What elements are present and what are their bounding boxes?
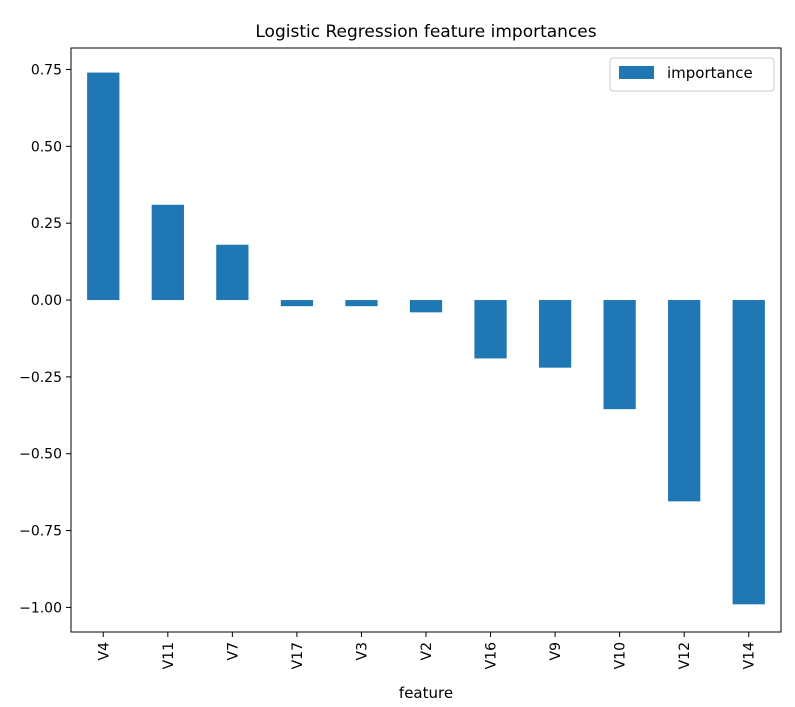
y-tick-label: −0.50 xyxy=(19,447,62,463)
y-tick-label: −0.25 xyxy=(19,370,62,386)
bar-v11 xyxy=(151,204,184,301)
y-tick-label: 0.25 xyxy=(31,216,62,232)
bar-v7 xyxy=(216,244,249,301)
x-axis: V4 V11 V7 V17 V3 V2 V16 V9 V10 V12 V14 xyxy=(96,632,758,669)
x-tick-label-v10: V10 xyxy=(613,642,629,669)
x-tick-label-v7: V7 xyxy=(225,642,241,660)
bar-v9 xyxy=(538,300,572,368)
bar-v17 xyxy=(280,300,314,307)
bar-v3 xyxy=(345,300,378,307)
x-tick-label-v17: V17 xyxy=(290,642,306,669)
y-tick-label: −1.00 xyxy=(19,600,62,616)
bar-v14 xyxy=(732,300,765,605)
x-tick-label-v16: V16 xyxy=(484,642,500,669)
bar-v2 xyxy=(409,300,443,313)
legend: importance xyxy=(609,57,775,92)
x-tick-label-v4: V4 xyxy=(96,642,112,661)
bar-v16 xyxy=(474,300,507,359)
x-tick-label-v11: V11 xyxy=(161,642,177,669)
bar-v12 xyxy=(668,300,701,502)
x-tick-label-v3: V3 xyxy=(354,642,370,660)
bar-v4 xyxy=(87,72,120,301)
y-tick-label: −0.75 xyxy=(19,524,62,540)
x-tick-label-v2: V2 xyxy=(419,642,435,660)
y-tick-label: 0.50 xyxy=(31,139,62,155)
y-tick-label: 0.75 xyxy=(31,63,62,79)
plot-frame xyxy=(70,47,782,633)
chart-title: Logistic Regression feature importances xyxy=(255,22,596,42)
bar-v10 xyxy=(603,300,636,410)
bars xyxy=(87,72,765,605)
x-tick-label-v14: V14 xyxy=(742,642,758,669)
x-tick-label-v12: V12 xyxy=(677,642,693,669)
legend-swatch xyxy=(619,66,654,79)
legend-entry-importance: importance xyxy=(667,64,753,82)
y-axis: 0.75 0.50 0.25 0.00 −0.25 −0.50 −0.75 −1.00 xyxy=(19,63,71,616)
x-tick-label-v9: V9 xyxy=(548,642,564,660)
x-axis-label: feature xyxy=(399,684,453,702)
y-tick-label: 0.00 xyxy=(31,293,62,309)
